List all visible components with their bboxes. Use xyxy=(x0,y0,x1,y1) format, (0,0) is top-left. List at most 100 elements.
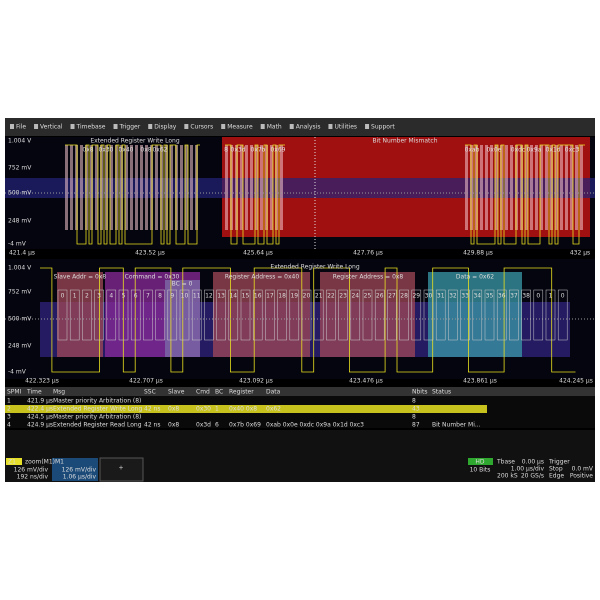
bit-box xyxy=(509,289,519,341)
table-cell: 0x40 0x8 xyxy=(229,406,257,413)
decode-bar xyxy=(165,145,168,230)
decode-bar xyxy=(545,145,548,230)
table-cell: 8 xyxy=(412,414,416,421)
bit-label: 19 xyxy=(290,293,298,300)
menu-item[interactable]: Math xyxy=(267,124,282,131)
bit-box xyxy=(155,289,165,341)
bit-box xyxy=(423,289,434,341)
bit-label: 32 xyxy=(449,293,457,300)
menu-item[interactable]: Measure xyxy=(227,124,253,131)
table-header xyxy=(5,387,595,396)
x-tick-label: 427.76 µs xyxy=(353,250,383,257)
decode-bar xyxy=(145,145,148,230)
menu-item[interactable]: Cursors xyxy=(190,124,213,131)
field-box xyxy=(320,272,415,357)
decode-bar xyxy=(465,145,468,230)
x-tick-label: 423.52 µs xyxy=(135,250,165,257)
decode-bar xyxy=(475,145,478,230)
decode-label: 0x8 xyxy=(82,147,93,154)
menu-item[interactable]: Timebase xyxy=(76,124,106,131)
field-label: Register Address = 0x8 xyxy=(333,274,404,281)
memory-id: M1 xyxy=(55,459,64,466)
decode-bar xyxy=(135,145,138,230)
column-header: Slave xyxy=(168,389,185,396)
y-tick-label: 248 mV xyxy=(8,343,32,350)
decode-bar xyxy=(570,145,573,230)
decode-bar xyxy=(85,145,88,230)
menu-item[interactable]: Support xyxy=(371,124,395,131)
menu-item[interactable]: Vertical xyxy=(40,124,63,131)
memory-scale: 126 mV/div xyxy=(62,467,97,474)
decode-label: 0x8 xyxy=(140,147,151,154)
menu-item[interactable]: Display xyxy=(154,124,177,131)
decode-bar xyxy=(490,145,493,230)
tbase-rate: 20 GS/s xyxy=(521,473,544,480)
x-tick-label: 423.476 µs xyxy=(349,378,383,385)
bit-box xyxy=(374,289,385,341)
bit-box xyxy=(240,289,251,341)
bit-box xyxy=(57,289,68,341)
table-cell: 1 xyxy=(7,398,11,405)
decode-bar xyxy=(260,145,263,230)
bit-box xyxy=(94,289,104,341)
decode-bar xyxy=(480,145,483,230)
bit-box xyxy=(448,289,458,341)
bit-box xyxy=(521,289,531,341)
add-box[interactable] xyxy=(99,457,144,482)
decode-bar xyxy=(70,145,73,230)
decode-bar xyxy=(240,145,243,230)
decode-bar xyxy=(560,145,563,230)
decode-bar xyxy=(160,145,163,230)
bit-label: 12 xyxy=(205,293,213,300)
decode-label: 0x40 xyxy=(118,147,133,154)
trigger-slope: Positive xyxy=(570,473,593,480)
bit-box xyxy=(362,289,373,341)
bit-box xyxy=(435,289,446,341)
menu-item[interactable]: Trigger xyxy=(119,124,141,131)
field-label: BC = 0 xyxy=(172,281,193,288)
bit-box xyxy=(399,289,409,341)
menu-item[interactable]: Utilities xyxy=(334,124,357,131)
bit-label: 37 xyxy=(510,293,518,300)
decode-bar xyxy=(265,145,268,230)
menu-item[interactable]: File xyxy=(16,124,26,131)
y-tick-label: 752 mV xyxy=(8,165,32,172)
x-tick-label: 432 µs xyxy=(570,250,590,257)
menu-icon xyxy=(184,124,189,129)
decode-bar xyxy=(180,145,183,230)
y-tick-label: 500 mV xyxy=(8,190,32,197)
bit-box xyxy=(69,289,80,341)
bit-label: 9 xyxy=(170,293,174,300)
memory-time: 1.06 µs/div xyxy=(63,474,97,481)
column-header: Time xyxy=(26,389,42,396)
decode-bar xyxy=(495,145,498,230)
menu-item[interactable]: Analysis xyxy=(296,124,321,131)
bit-label: 1 xyxy=(549,293,553,300)
memory-box[interactable] xyxy=(52,458,98,481)
decode-label: 0xc3 xyxy=(565,147,580,154)
field-label: Register Address = 0x40 xyxy=(225,274,300,281)
decode-bar xyxy=(580,145,583,230)
zoom-name: zoom(M1) xyxy=(25,459,55,466)
decode-bar xyxy=(75,145,78,230)
decode-bar xyxy=(170,145,173,230)
bit-box xyxy=(411,289,422,341)
decode-bar xyxy=(575,145,578,230)
zoom-scale: 126 mV/div xyxy=(14,467,49,474)
zoom-id: Z1 xyxy=(8,459,16,466)
decode-bar xyxy=(245,145,248,230)
table-cell: 43 xyxy=(412,406,420,413)
bit-label: 31 xyxy=(437,293,445,300)
trigger-type: Edge xyxy=(549,473,564,480)
decode-bar xyxy=(515,145,518,230)
packet-title: Extended Register Write Long xyxy=(270,264,359,271)
bit-box xyxy=(460,289,470,341)
bit-box xyxy=(472,289,483,341)
table-cell: 424.5 µs xyxy=(27,414,53,421)
menu-icon xyxy=(34,124,39,129)
decode-label: 0x3d xyxy=(231,147,246,154)
trigger-level: 0.0 mV xyxy=(572,466,594,473)
bit-label: 21 xyxy=(315,293,323,300)
bit-label: 4 xyxy=(109,293,113,300)
